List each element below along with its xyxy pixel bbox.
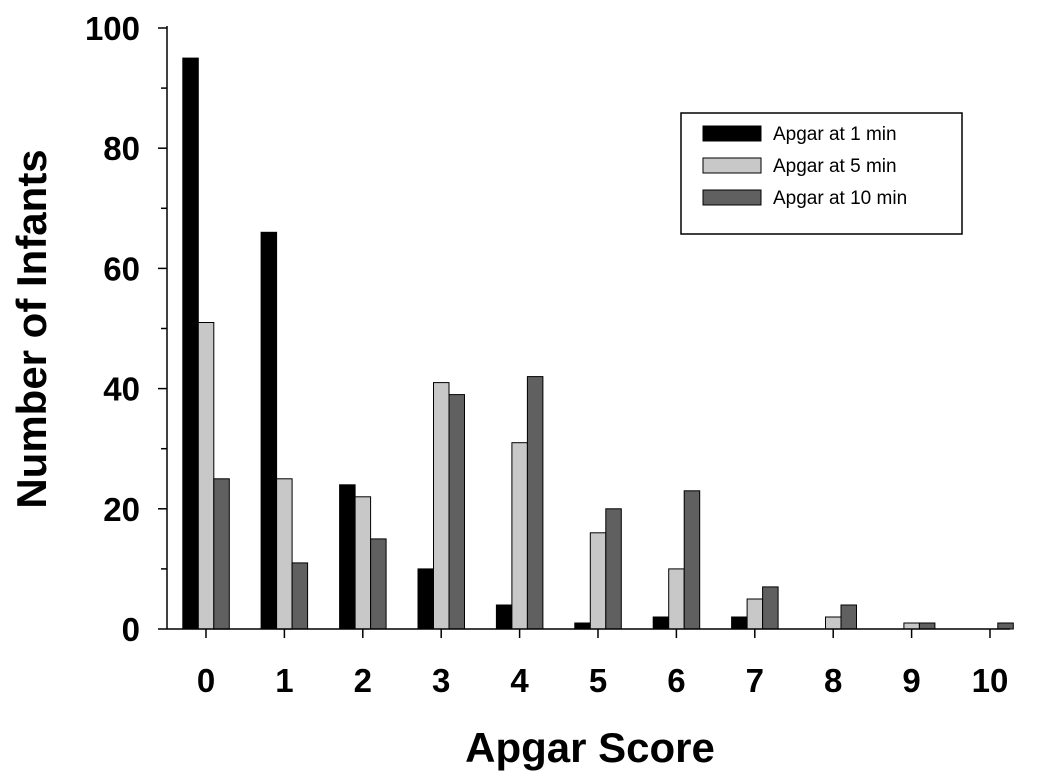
- bar-s1-7: [731, 616, 748, 630]
- bar-s3-0: [213, 478, 230, 630]
- bar-s1-2: [339, 484, 356, 630]
- x-tick-label-9: 9: [902, 662, 920, 699]
- bar-s2-6: [668, 568, 685, 630]
- bar-s2-7: [746, 598, 764, 630]
- bar-s2-3: [433, 382, 450, 630]
- x-tick-label-0: 0: [197, 662, 215, 699]
- bar-s2-8: [825, 616, 842, 630]
- bar-s3-1: [291, 562, 309, 630]
- legend: Apgar at 1 min Apgar at 5 min Apgar at 10 …: [680, 112, 963, 235]
- bar-s1-1: [260, 231, 278, 630]
- y-tick-label-40: 40: [103, 371, 140, 408]
- bar-s3-5: [605, 508, 622, 630]
- bar-s3-6: [683, 490, 701, 630]
- bar-s2-1: [276, 478, 293, 630]
- y-tick-label-60: 60: [103, 250, 140, 287]
- y-tick-labels: 0 20 40 60 80 100: [85, 10, 140, 648]
- x-tick-label-3: 3: [432, 662, 450, 699]
- bar-s2-0: [197, 322, 215, 630]
- x-tick-labels: 0 1 2 3 4 5 6 7 8 9 10: [197, 662, 1009, 699]
- bar-s3-4: [526, 376, 544, 630]
- x-tick-label-10: 10: [972, 662, 1009, 699]
- x-tick-label-2: 2: [354, 662, 372, 699]
- bar-s2-2: [354, 496, 372, 630]
- bar-s3-8: [840, 604, 857, 630]
- y-tick-label-0: 0: [122, 611, 140, 648]
- bar-s1-4: [495, 604, 513, 630]
- y-tick-label-100: 100: [85, 10, 140, 47]
- bar-s2-4: [511, 442, 528, 630]
- x-tick-label-4: 4: [510, 662, 529, 699]
- bar-s3-9: [918, 622, 936, 630]
- legend-label-3: Apgar at 10 min: [773, 188, 907, 209]
- bar-s1-0: [182, 57, 199, 630]
- x-axis-title: Apgar Score: [465, 724, 715, 771]
- bar-s2-9: [903, 622, 920, 630]
- legend-swatch-3: [702, 189, 762, 206]
- bar-s1-6: [652, 616, 670, 630]
- legend-swatch-1: [702, 125, 762, 142]
- bar-s2-5: [589, 532, 607, 630]
- x-tick-label-1: 1: [275, 662, 293, 699]
- y-axis-title: Number of Infants: [8, 149, 55, 508]
- legend-label-1: Apgar at 1 min: [773, 124, 897, 145]
- bars-layer: [182, 57, 1014, 630]
- bar-s3-3: [448, 394, 465, 630]
- y-tick-label-80: 80: [103, 130, 140, 167]
- bar-s1-3: [417, 568, 434, 630]
- bar-s3-2: [370, 538, 387, 630]
- x-tick-label-6: 6: [667, 662, 685, 699]
- bar-s3-7: [762, 586, 779, 630]
- axes-layer: [158, 26, 1010, 638]
- bar-s1-5: [574, 622, 591, 630]
- x-tick-label-5: 5: [589, 662, 607, 699]
- x-tick-label-8: 8: [824, 662, 842, 699]
- y-tick-label-20: 20: [103, 491, 140, 528]
- x-tick-label-7: 7: [746, 662, 764, 699]
- legend-swatch-2: [702, 157, 762, 174]
- legend-label-2: Apgar at 5 min: [773, 156, 897, 177]
- bar-s3-10: [997, 622, 1014, 630]
